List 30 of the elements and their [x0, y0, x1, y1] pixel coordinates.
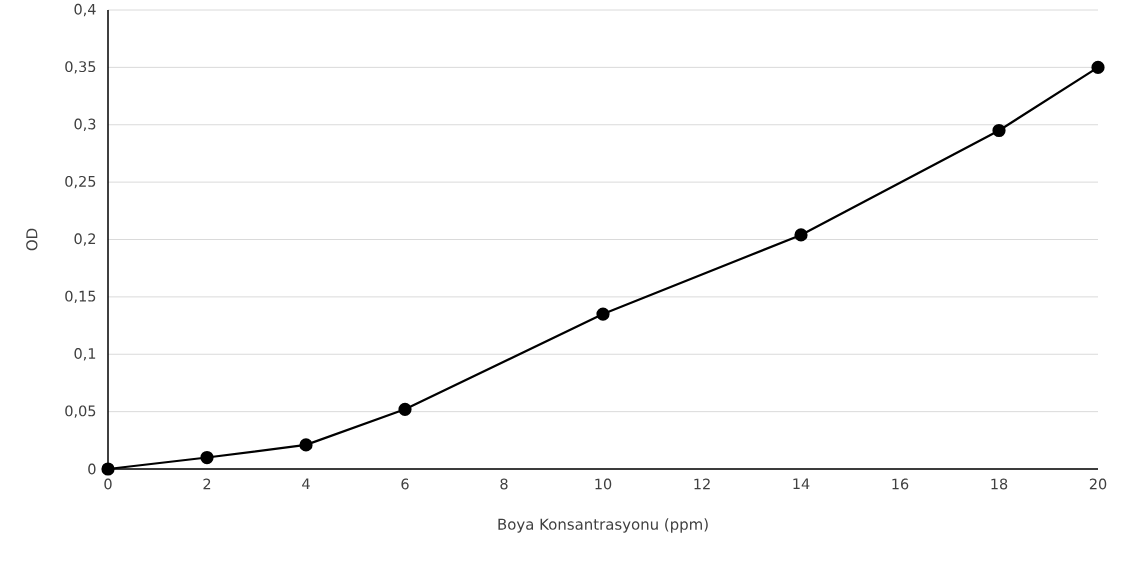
point [992, 123, 1006, 138]
x-tick-label: 18 [991, 478, 1008, 490]
x-tick-label: 12 [694, 478, 710, 490]
point [299, 438, 313, 452]
x-tick-label: 8 [500, 478, 508, 490]
x-tick-label: 2 [203, 478, 211, 490]
x-tick-label: 20 [1089, 478, 1107, 490]
x-tick-label: 10 [595, 478, 612, 490]
x-tick-label: 4 [302, 478, 310, 490]
x-tick-label: 16 [892, 478, 909, 490]
point [1091, 60, 1105, 74]
x-tick-label: 14 [793, 478, 810, 490]
y-axis-title: OD [26, 228, 38, 251]
point [398, 402, 412, 416]
y-tick-label: 0,3 [74, 118, 96, 131]
y-tick-label: 0,35 [65, 61, 96, 74]
y-tick-label: 0,25 [65, 175, 96, 189]
x-axis-title: Boya Konsantrasyonu (ppm) [498, 518, 708, 533]
x-tick-label: 0 [104, 478, 112, 490]
point [794, 228, 808, 242]
point [101, 462, 115, 476]
y-tick-label: 0,15 [65, 290, 96, 304]
y-tick-label: 0,4 [74, 3, 96, 17]
x-tick-label: 6 [401, 478, 409, 490]
y-tick-label: 0,2 [74, 233, 96, 246]
y-tick-label: 0,1 [74, 348, 96, 361]
point [200, 450, 214, 465]
point [596, 307, 610, 321]
y-tick-label: 0,05 [65, 405, 96, 418]
y-tick-label: 0 [88, 463, 96, 475]
